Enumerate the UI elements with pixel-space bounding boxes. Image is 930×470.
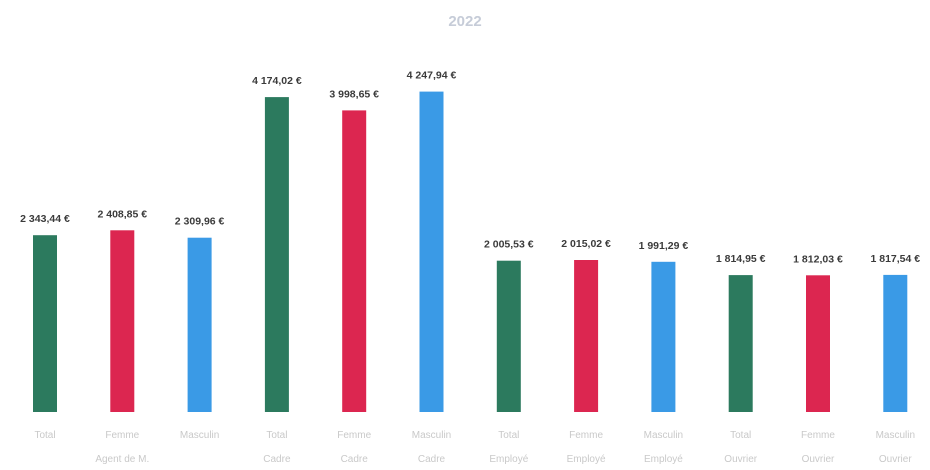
bar-2 [110,230,135,412]
category-label-line: Masculin [180,430,219,441]
bar-7 [496,260,521,412]
bar-6 [419,91,444,412]
bar-3 [187,237,212,412]
bar-8 [574,260,599,412]
data-label-7: 2 005,53 € [484,239,534,251]
bar-4 [264,97,289,412]
category-label-line: Femme [569,430,603,441]
category-label-line: Cadre [418,454,446,465]
category-label-line: Masculin [644,430,683,441]
data-label-12: 1 817,54 € [870,253,920,265]
data-label-1: 2 343,44 € [20,213,70,225]
category-label-5: Femme Cadre [337,430,371,465]
category-label-8: Femme Employé [567,430,606,465]
category-label-line: Total [498,430,519,441]
category-label-3: Masculin [180,430,219,441]
bar-9 [651,261,676,412]
bar-12 [883,274,908,412]
category-label-line: Ouvrier [724,454,757,465]
data-labels-layer: 2 343,44 € 2 408,85 € 2 309,96 € 4 174,02 €… [20,70,920,266]
category-label-10: Total Ouvrier [724,430,757,465]
data-label-2: 2 408,85 € [97,208,147,220]
category-label-2: Femme Agent de M. [95,430,149,465]
bar-10 [728,275,753,412]
data-label-3: 2 309,96 € [175,216,225,228]
category-label-4: Total Cadre [263,430,291,465]
category-label-line: Masculin [412,430,451,441]
bar-5 [342,110,367,413]
category-label-line: Employé [489,454,528,465]
category-label-line: Ouvrier [879,454,912,465]
category-label-line: Femme [337,430,371,441]
category-label-line: Total [266,430,287,441]
category-label-11: Femme Ouvrier [801,430,835,465]
category-label-line: Femme [105,430,139,441]
category-label-line: Total [730,430,751,441]
category-label-line: Cadre [341,454,369,465]
category-label-line: Femme [801,430,835,441]
chart-title: 2022 [448,13,481,30]
category-label-line: Cadre [263,454,291,465]
category-label-line: Employé [644,454,683,465]
category-label-12: Masculin Ouvrier [876,430,915,465]
data-label-8: 2 015,02 € [561,238,611,250]
data-label-6: 4 247,94 € [407,70,457,82]
category-label-line: Total [34,430,55,441]
bar-1 [33,235,57,412]
data-label-5: 3 998,65 € [329,88,379,100]
bar-11 [806,275,830,412]
data-label-11: 1 812,03 € [793,253,843,265]
data-label-4: 4 174,02 € [252,75,302,87]
bars-layer [33,91,908,413]
category-label-1: Total [34,430,55,441]
data-label-9: 1 991,29 € [639,240,689,252]
category-label-line: Employé [567,454,606,465]
category-labels-layer: Total Femme Agent de M.Masculin Total CadreF… [34,430,915,465]
data-label-10: 1 814,95 € [716,253,766,265]
category-label-6: Masculin Cadre [412,430,451,465]
category-label-line: Ouvrier [802,454,835,465]
category-label-line: Agent de M. [95,454,149,465]
category-label-9: Masculin Employé [644,430,684,465]
category-label-line: Masculin [876,430,915,441]
category-label-7: Total Employé [489,430,528,465]
